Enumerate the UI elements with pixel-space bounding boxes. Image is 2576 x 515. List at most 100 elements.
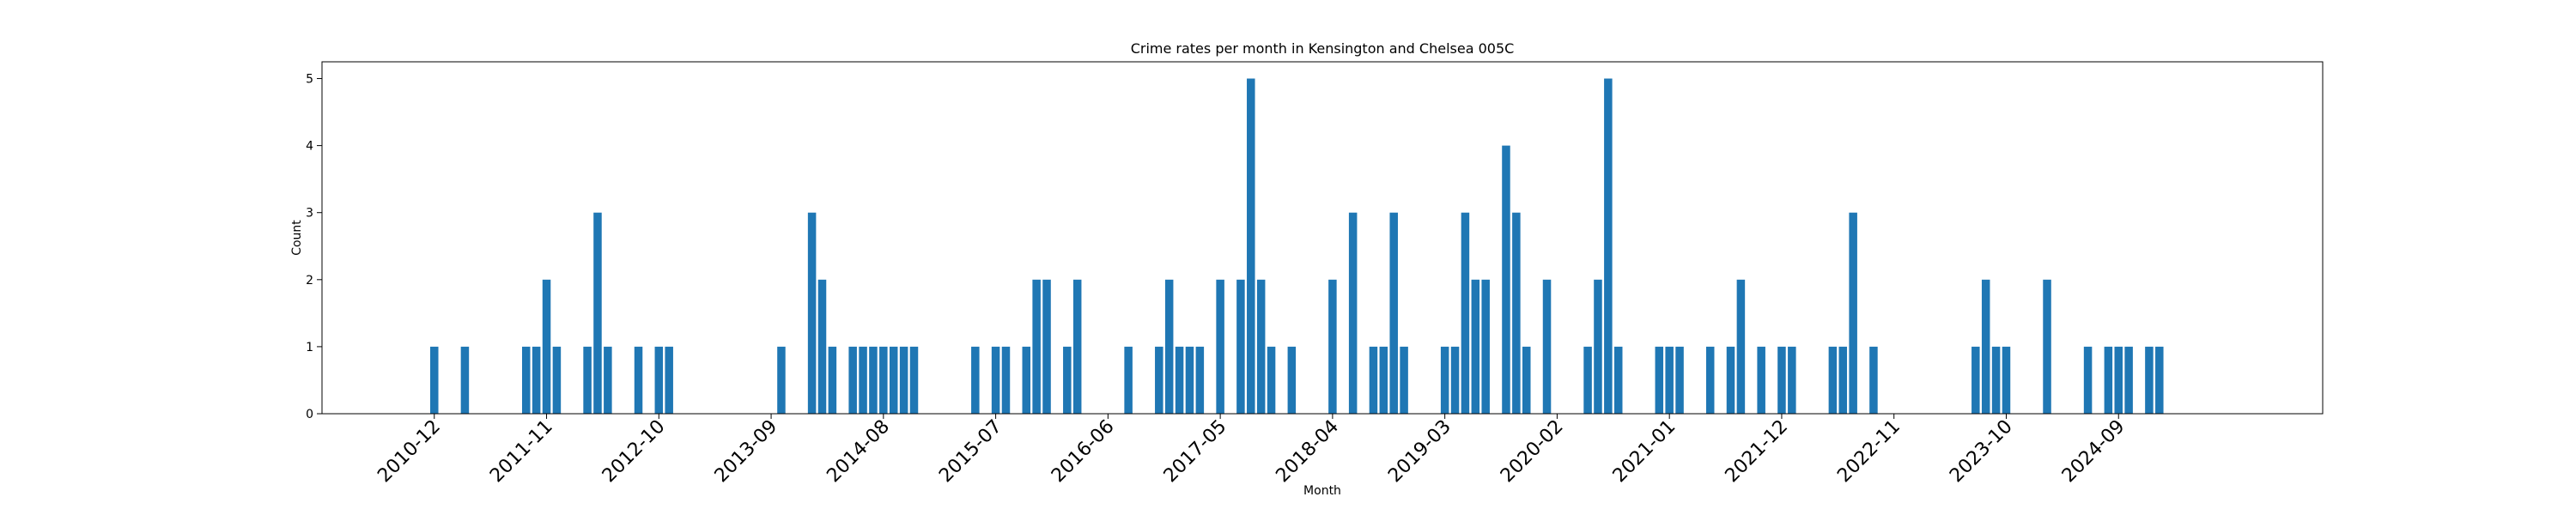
x-axis-label: Month xyxy=(1303,484,1341,498)
bar xyxy=(460,346,470,414)
bar xyxy=(1379,346,1388,414)
bar xyxy=(1287,346,1297,414)
bar xyxy=(1757,346,1765,414)
bar xyxy=(828,346,837,414)
bar xyxy=(2114,346,2123,414)
bar xyxy=(1777,346,1786,414)
bar xyxy=(542,279,551,414)
x-tick-label: 2013-09 xyxy=(711,416,782,488)
bar xyxy=(1675,346,1684,414)
bar xyxy=(1594,279,1602,414)
bar xyxy=(869,346,878,414)
bar xyxy=(1389,212,1398,414)
y-tick-label: 5 xyxy=(306,73,313,87)
bar xyxy=(879,346,888,414)
bar xyxy=(1155,346,1163,414)
bar xyxy=(1328,279,1337,414)
bar xyxy=(1440,346,1449,414)
bar xyxy=(1604,78,1613,415)
bar xyxy=(777,346,786,414)
bar xyxy=(654,346,664,414)
x-tick-label: 2024-09 xyxy=(2058,416,2129,488)
bar xyxy=(1583,346,1592,414)
bar xyxy=(848,346,857,414)
bar xyxy=(604,346,612,414)
bar xyxy=(2104,346,2113,414)
bar xyxy=(583,346,592,414)
bar xyxy=(593,212,602,414)
bar xyxy=(899,346,908,414)
bar xyxy=(2155,346,2164,414)
bar xyxy=(1063,346,1072,414)
bar xyxy=(1247,78,1255,415)
bar xyxy=(1542,279,1552,414)
x-tick-label: 2010-12 xyxy=(374,416,445,488)
y-tick-label: 0 xyxy=(306,408,313,421)
bar xyxy=(1828,346,1838,414)
bar xyxy=(1512,212,1521,414)
bar xyxy=(552,346,562,414)
bar xyxy=(971,346,980,414)
bars-group xyxy=(430,78,2164,415)
x-tick-label: 2021-01 xyxy=(1609,416,1680,488)
bar xyxy=(2002,346,2011,414)
bar xyxy=(1348,212,1358,414)
bar xyxy=(1788,346,1796,414)
bar xyxy=(1042,279,1051,414)
y-tick-label: 1 xyxy=(306,341,313,354)
x-tick-label: 2018-04 xyxy=(1272,416,1343,488)
y-axis: 0 1 2 3 4 5 xyxy=(306,73,322,421)
x-axis: 2010-12 2011-11 2012-10 2013-09 2014-08 2015-… xyxy=(374,414,2129,487)
bar xyxy=(889,346,898,414)
bar xyxy=(2145,346,2154,414)
bar xyxy=(859,346,867,414)
bar xyxy=(1022,346,1031,414)
bar xyxy=(1185,346,1194,414)
x-tick-label: 2012-10 xyxy=(598,416,670,488)
bar xyxy=(1869,346,1878,414)
bar xyxy=(1471,279,1480,414)
bar xyxy=(1216,279,1224,414)
bar xyxy=(1665,346,1674,414)
bar xyxy=(991,346,1000,414)
bar xyxy=(1481,279,1490,414)
x-tick-label: 2020-02 xyxy=(1497,416,1568,488)
bar xyxy=(1971,346,1980,414)
bar xyxy=(1522,346,1531,414)
bar xyxy=(430,346,439,414)
bar xyxy=(1032,279,1041,414)
x-tick-label: 2011-11 xyxy=(486,416,557,488)
bar xyxy=(1450,346,1460,414)
y-tick-label: 4 xyxy=(306,140,313,154)
x-tick-label: 2015-07 xyxy=(935,416,1006,488)
bar xyxy=(532,346,541,414)
bar xyxy=(1256,279,1266,414)
bar xyxy=(817,279,827,414)
bar xyxy=(1502,145,1510,414)
bar xyxy=(2083,346,2093,414)
bar xyxy=(2124,346,2133,414)
y-tick-label: 3 xyxy=(306,207,313,221)
bar xyxy=(1001,346,1011,414)
plot-frame xyxy=(321,61,2324,415)
bar xyxy=(1705,346,1715,414)
x-tick-label: 2021-12 xyxy=(1722,416,1793,488)
bar xyxy=(1849,212,1857,414)
bar xyxy=(1236,279,1245,414)
bar xyxy=(1195,346,1205,414)
bar xyxy=(1726,346,1735,414)
bar xyxy=(1981,279,1990,414)
x-tick-label: 2019-03 xyxy=(1384,416,1455,488)
x-tick-label: 2022-11 xyxy=(1833,416,1905,488)
x-tick-label: 2017-05 xyxy=(1160,416,1231,488)
bar xyxy=(1369,346,1378,414)
bar xyxy=(1655,346,1664,414)
x-tick-label: 2016-06 xyxy=(1048,416,1119,488)
bar xyxy=(1267,346,1276,414)
bar xyxy=(1072,279,1082,414)
bar xyxy=(2043,279,2051,414)
bar xyxy=(1613,346,1623,414)
y-axis-label: Count xyxy=(290,220,304,256)
chart-title: Crime rates per month in Kensington and … xyxy=(1131,40,1515,57)
bar xyxy=(909,346,919,414)
